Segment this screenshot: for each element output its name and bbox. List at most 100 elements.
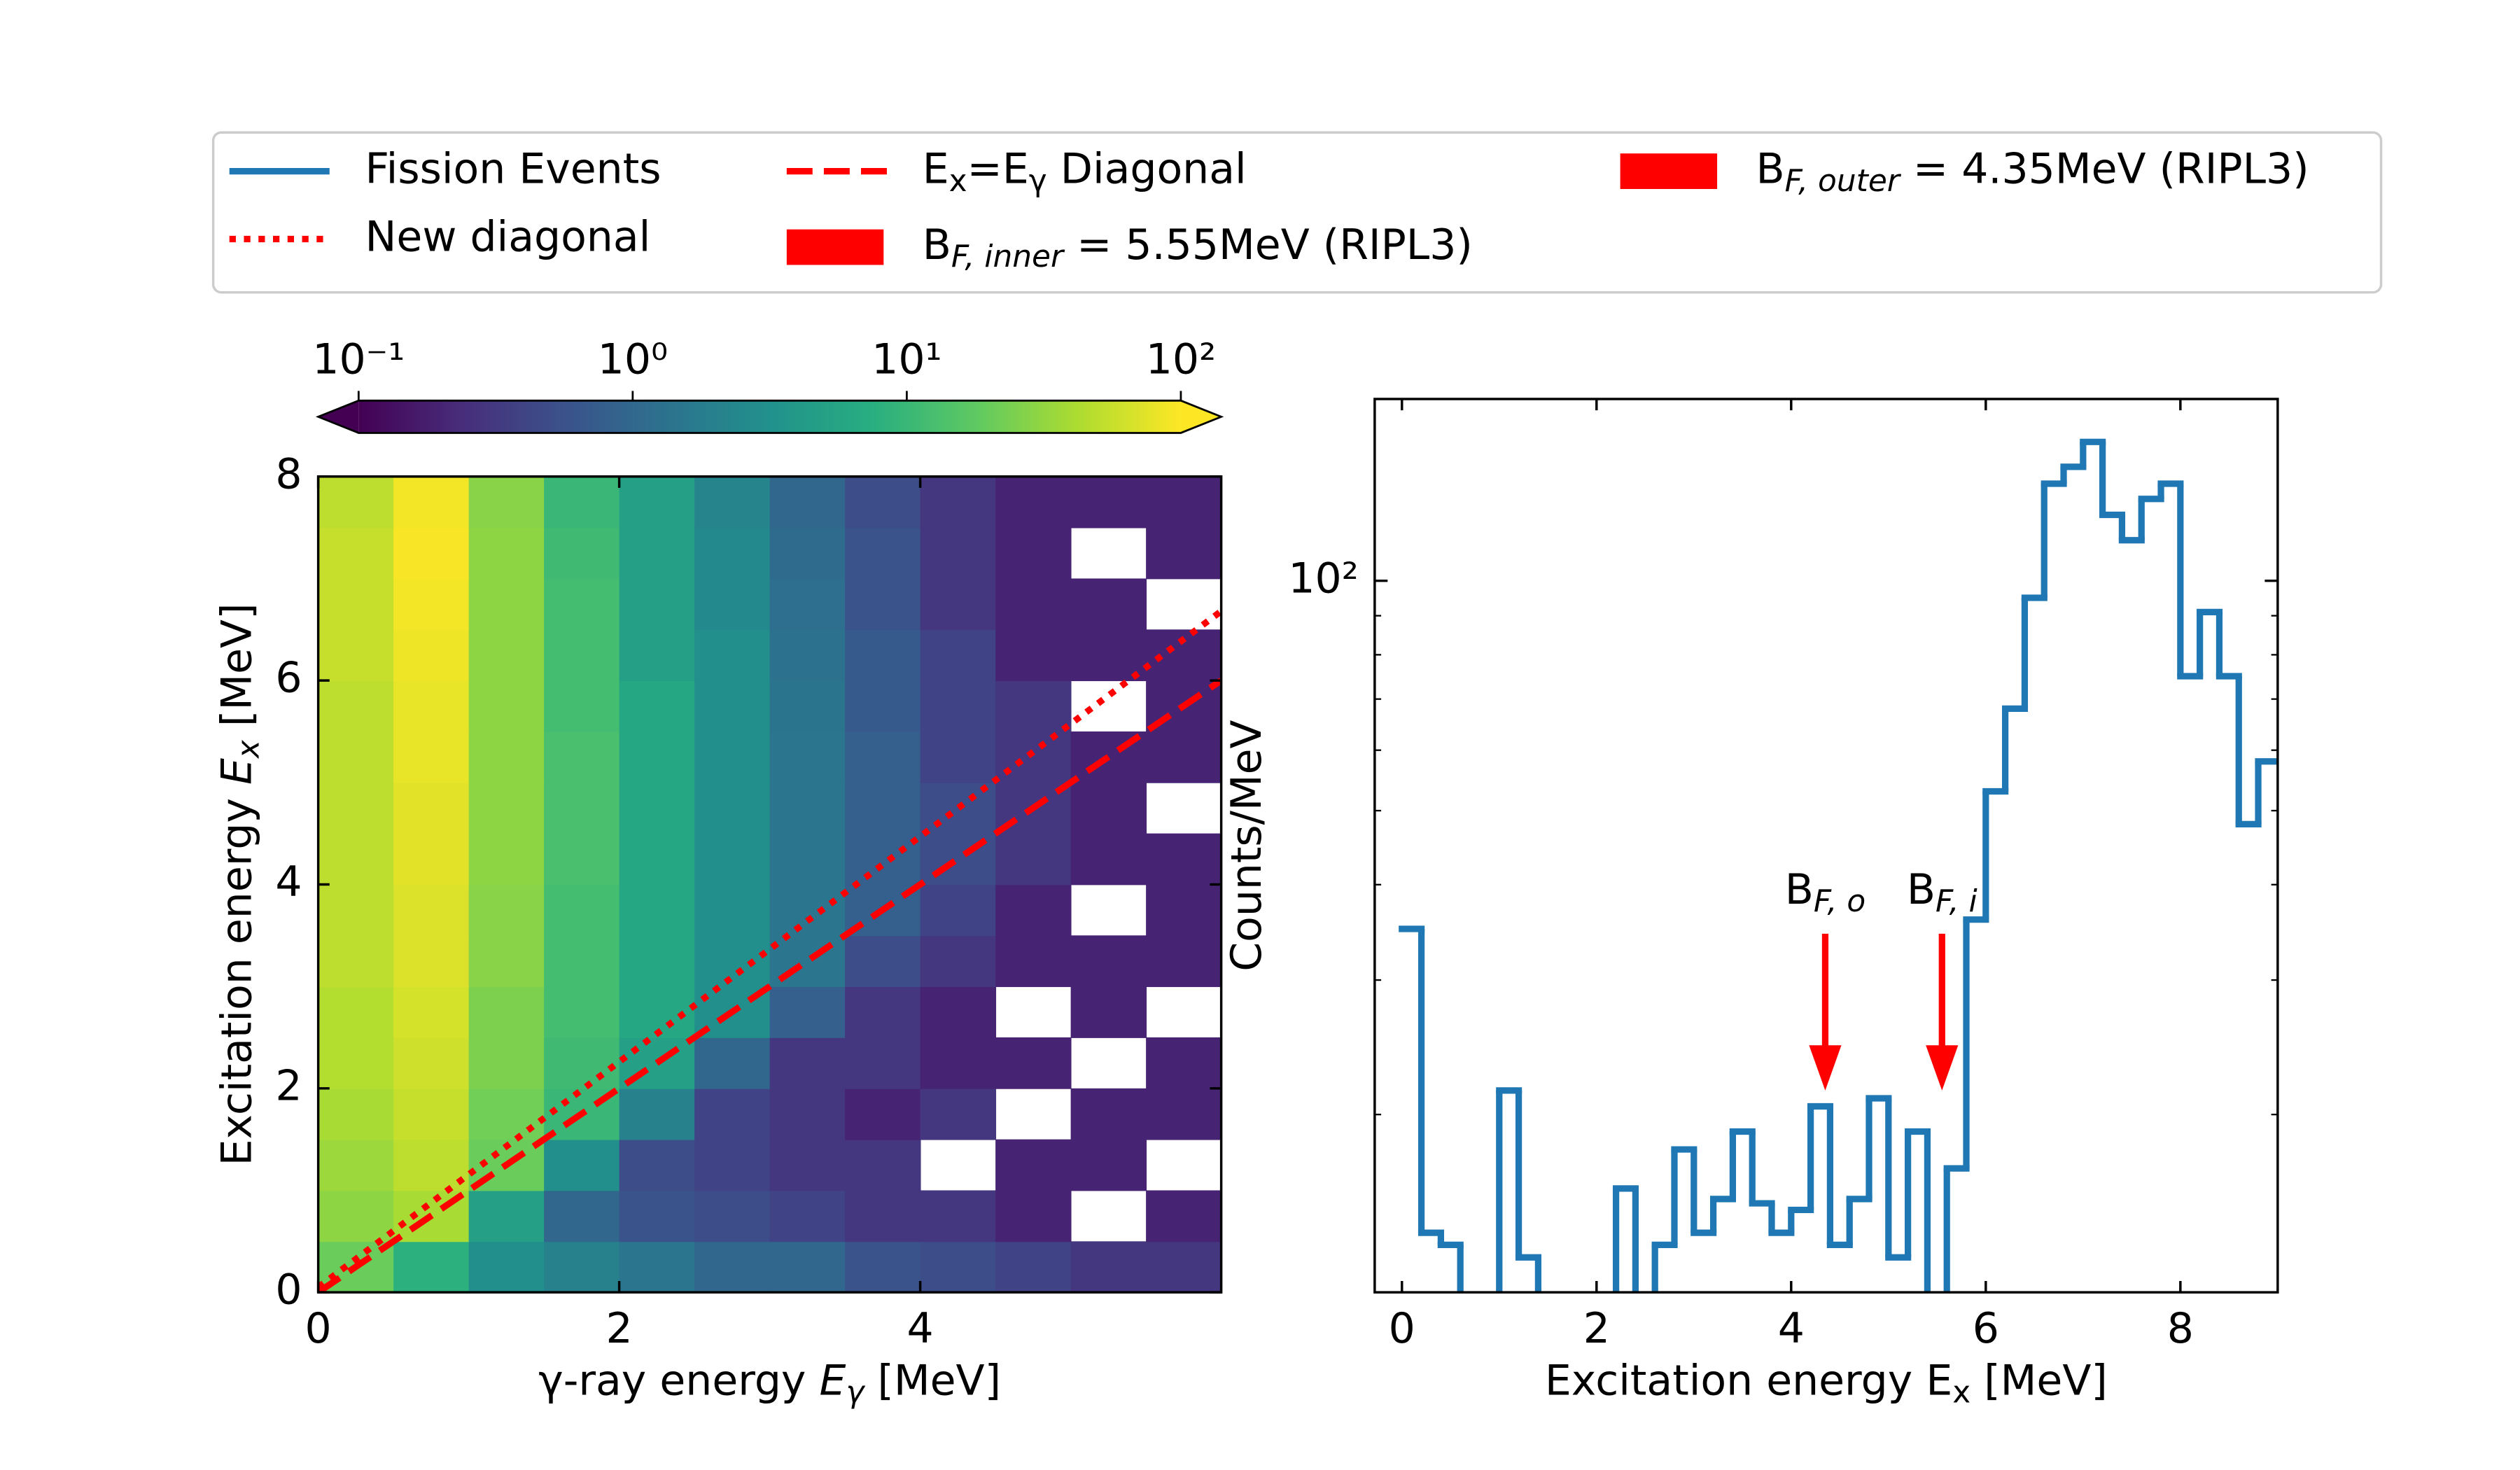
heatmap-cell [318, 476, 395, 528]
heatmap-cell [468, 782, 545, 834]
heatmap-cell [845, 527, 921, 580]
heatmap-cell [694, 476, 771, 528]
x-tick-label: 0 [305, 1304, 332, 1353]
legend-label: Ex=Eγ Diagonal [923, 144, 1247, 199]
heatmap-cell [468, 680, 545, 732]
heatmap-cell [619, 1139, 696, 1191]
heatmap-cell [694, 833, 771, 886]
heatmap-cell [1146, 731, 1222, 783]
heatmap-cell [845, 578, 921, 631]
colorbar-tick-label: 10⁻¹ [312, 335, 405, 384]
heatmap-cell [318, 680, 395, 732]
heatmap-cell [544, 1190, 620, 1242]
legend-label-part: =E [967, 144, 1029, 193]
x-axis-label-part: E [820, 1356, 846, 1405]
heatmap-cell [769, 1139, 846, 1191]
heatmap-cell [769, 986, 846, 1038]
heatmap-cell [845, 782, 921, 834]
heatmap-cell [920, 1241, 997, 1293]
y-axis-label-part: x [231, 739, 267, 760]
heatmap-cell [845, 986, 921, 1038]
colorbar-extend-high [1180, 400, 1222, 433]
heatmap-cell [318, 1139, 395, 1191]
heatmap-cell [393, 884, 470, 937]
barrier-label-part: F, o [1814, 883, 1865, 919]
x-tick-label: 4 [1778, 1304, 1805, 1353]
heatmap-cell [694, 731, 771, 783]
heatmap-cell [393, 476, 470, 528]
heatmap-cell [920, 527, 997, 580]
heatmap-cell [544, 935, 620, 988]
barrier-arrow-head [1809, 1045, 1842, 1091]
x-tick-label: 2 [1583, 1304, 1610, 1353]
legend-box [211, 131, 2383, 294]
x-tick-label: 6 [1973, 1304, 1999, 1353]
legend-label-part: F, inner [951, 239, 1065, 274]
heatmap-cell [544, 731, 620, 783]
legend-label-part: F, outer [1785, 163, 1902, 199]
heatmap-cell [920, 680, 997, 732]
heatmap-cell [694, 1037, 771, 1089]
heatmap-cell [619, 476, 696, 528]
colorbar [358, 400, 1181, 433]
x-tick-label: 8 [2167, 1304, 2194, 1353]
heatmap-cell [845, 1037, 921, 1089]
x-axis-label-part: γ [846, 1375, 865, 1410]
x-axis-label-part: [MeV] [1970, 1356, 2108, 1405]
x-axis-label: γ-ray energy Eγ [MeV] [538, 1356, 1001, 1410]
heatmap-cell [1146, 1088, 1222, 1140]
heatmap-cell [1146, 935, 1222, 988]
colorbar-tick-label: 10⁰ [598, 335, 668, 384]
heatmap-cell [318, 1037, 395, 1089]
heatmap-cell [1146, 476, 1222, 528]
heatmap-cell [694, 1241, 771, 1293]
x-axis-label-part: x [1952, 1375, 1970, 1410]
heatmap-cell [393, 1088, 470, 1140]
heatmap-cell [393, 782, 470, 834]
y-tick-label: 8 [275, 449, 302, 498]
x-axis-label-part: γ-ray energy [538, 1356, 819, 1405]
heatmap-cell [393, 986, 470, 1038]
heatmap-cell [544, 782, 620, 834]
legend-swatch [786, 229, 884, 265]
heatmap-cell [1146, 1037, 1222, 1089]
heatmap-cell [393, 833, 470, 886]
heatmap-cell [544, 833, 620, 886]
plot-area [1399, 438, 2278, 1293]
heatmap-cell [769, 782, 846, 834]
colorbar-tick-label: 10² [1146, 335, 1216, 384]
heatmap-cell [920, 578, 997, 631]
x-axis-label: Excitation energy Ex [MeV] [1545, 1356, 2108, 1410]
diagonal-line [318, 678, 1222, 1293]
heatmap-cell [619, 1241, 696, 1293]
heatmap-cell [544, 986, 620, 1038]
barrier-label-part: B [1907, 864, 1935, 913]
heatmap [318, 476, 1222, 1293]
heatmap-cell [845, 935, 921, 988]
heatmap-cell [845, 833, 921, 886]
heatmap-cell [920, 1088, 997, 1140]
heatmap-cell [544, 1037, 620, 1089]
heatmap-cell [694, 884, 771, 937]
heatmap-cell [318, 986, 395, 1038]
heatmap-cell [1070, 782, 1147, 834]
heatmap-cell [1070, 1241, 1147, 1293]
heatmap-cell [995, 935, 1072, 988]
heatmap-cell [1146, 1241, 1222, 1293]
barrier-label-part: F, i [1935, 883, 1977, 919]
heatmap-cell [1070, 578, 1147, 631]
heatmap-cell [769, 476, 846, 528]
heatmap-cell [619, 1190, 696, 1242]
heatmap-cell [619, 935, 696, 988]
barrier-arrow-head [1926, 1045, 1959, 1091]
heatmap-cell [468, 476, 545, 528]
y-axis-label-part: E [212, 758, 261, 785]
heatmap-cell [544, 680, 620, 732]
heatmap-cell [995, 1190, 1072, 1242]
heatmap-cell [995, 1241, 1072, 1293]
heatmap-cell [1070, 833, 1147, 886]
heatmap-cell [318, 884, 395, 937]
heatmap-cell [619, 527, 696, 580]
heatmap-cell [393, 680, 470, 732]
